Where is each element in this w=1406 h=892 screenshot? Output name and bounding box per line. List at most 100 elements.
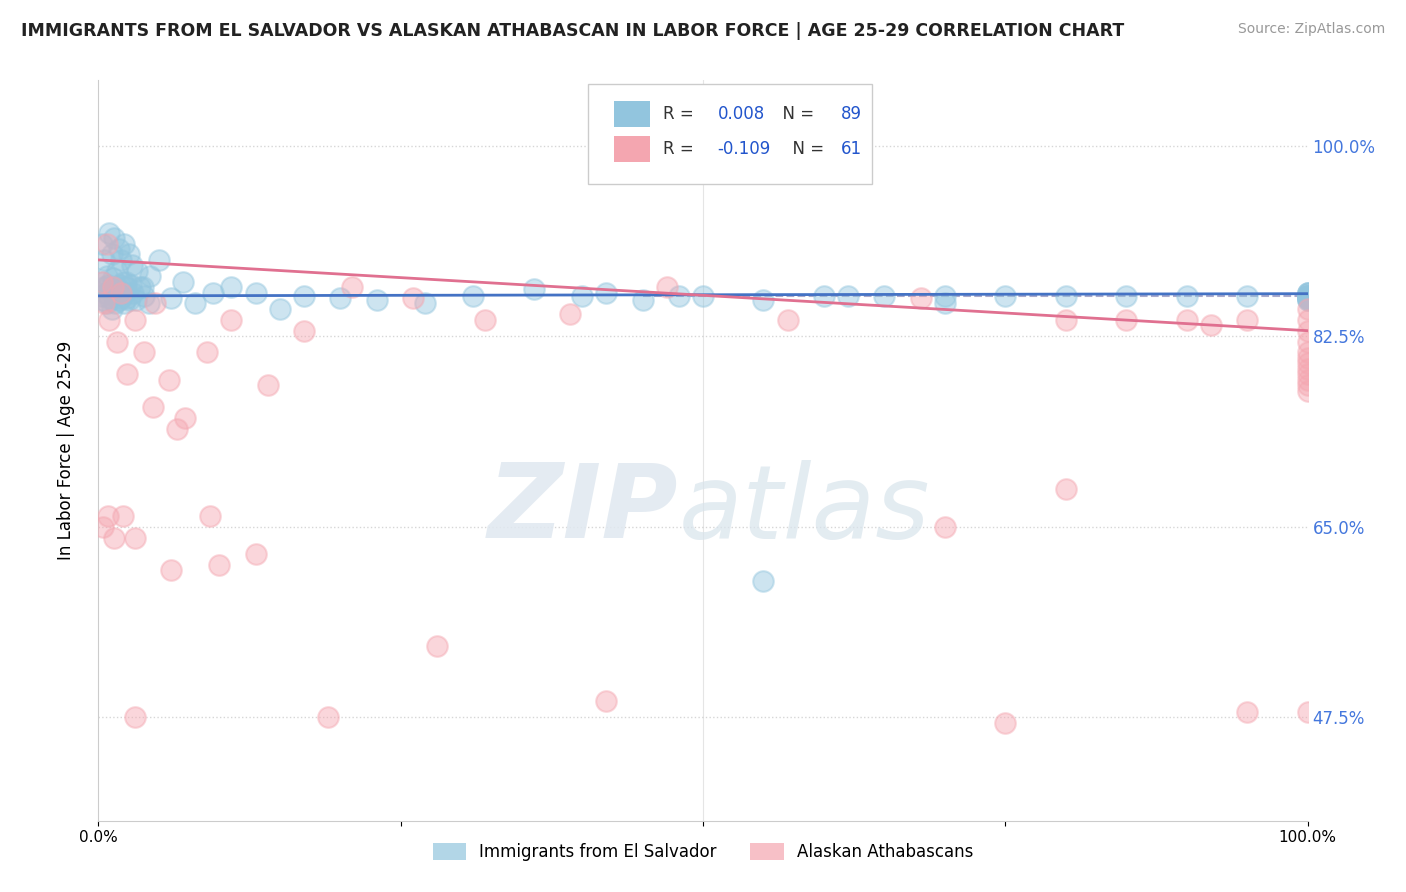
Point [1115,289,1137,303]
Point [121,259,143,273]
Point [316,710,339,724]
Point [1296,373,1319,387]
Point [413,296,436,310]
Point [111,275,134,289]
Point [91,236,114,251]
Point [1199,318,1222,333]
Point [103,531,125,545]
Point [103,287,125,301]
Point [128,280,150,294]
Point [1296,291,1319,305]
Point [558,307,581,321]
Point [93,280,115,294]
Point [934,519,956,533]
Point [776,313,799,327]
Point [1296,289,1319,303]
Text: -0.109: -0.109 [717,140,770,158]
Point [98,313,121,327]
Point [994,715,1017,730]
Point [115,280,138,294]
Point [342,280,364,294]
Point [934,296,956,310]
Point [1296,334,1319,349]
Point [1296,289,1319,303]
Text: N =: N = [782,140,830,158]
Point [101,280,124,294]
Point [101,271,124,285]
Point [1054,313,1077,327]
Point [132,280,155,294]
Point [108,293,131,308]
Point [426,640,449,654]
Point [96,269,118,284]
Point [595,694,617,708]
Point [269,301,291,316]
Point [1296,293,1319,308]
Point [1296,285,1319,300]
Text: Source: ZipAtlas.com: Source: ZipAtlas.com [1237,22,1385,37]
Point [103,231,125,245]
Text: R =: R = [664,104,699,122]
Point [114,285,136,300]
Point [105,264,128,278]
Point [148,252,170,267]
Point [1296,361,1319,376]
Point [105,280,128,294]
Point [157,373,180,387]
Point [631,293,654,308]
Point [1296,291,1319,305]
Point [110,252,132,267]
Point [91,293,114,308]
Point [1054,482,1077,496]
Point [366,293,388,308]
Point [523,282,546,296]
Point [112,236,135,251]
Text: 0.008: 0.008 [717,104,765,122]
Point [104,296,127,310]
Point [100,282,122,296]
Point [571,289,593,303]
Point [184,296,207,310]
Point [910,291,932,305]
Point [100,301,122,316]
Point [1115,313,1137,327]
Point [1296,356,1319,370]
Point [668,289,690,303]
Point [202,285,225,300]
Point [1296,291,1319,305]
Point [124,531,146,545]
Point [97,277,120,292]
Point [1296,289,1319,303]
Point [1236,705,1258,719]
Point [198,508,221,523]
Text: R =: R = [664,140,699,158]
Point [1296,285,1319,300]
Point [110,291,132,305]
Point [463,289,485,303]
Point [1296,293,1319,308]
Point [105,334,128,349]
Point [118,247,141,261]
Point [195,345,218,359]
Point [124,710,146,724]
FancyBboxPatch shape [613,101,650,127]
Point [98,226,121,240]
Point [100,247,122,261]
Point [402,291,425,305]
Point [160,291,183,305]
Point [98,291,121,305]
Point [96,296,118,310]
Point [1296,285,1319,300]
Point [692,289,714,303]
Point [221,280,243,294]
Point [1296,384,1319,398]
Point [91,275,114,289]
Point [1296,345,1319,359]
Point [91,519,114,533]
FancyBboxPatch shape [588,84,872,184]
Point [1054,289,1077,303]
Point [256,378,278,392]
Point [329,291,352,305]
Point [1296,301,1319,316]
Point [292,289,315,303]
